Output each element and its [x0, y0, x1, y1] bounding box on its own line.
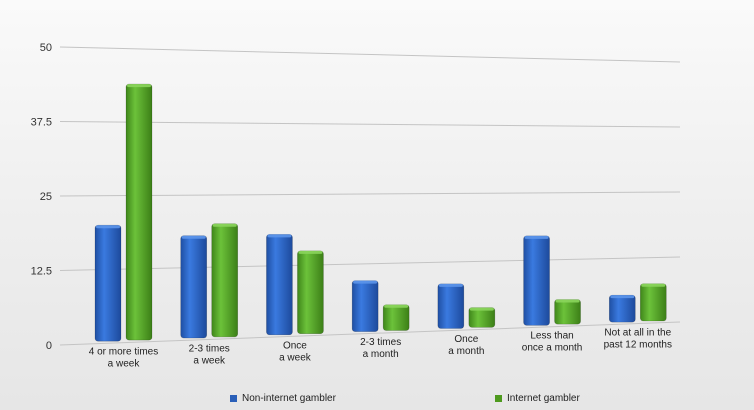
y-axis-ticks: 0 12.5 25 37.5 50: [31, 42, 52, 352]
x-category-label: 4 or more times: [89, 347, 158, 358]
legend-item-non-internet: Non-internet gambler: [230, 393, 336, 404]
gridline: [59, 46, 681, 63]
bar-non-internet-2: [266, 234, 293, 336]
gridline: [59, 191, 681, 197]
gridline: [59, 321, 681, 346]
bar-internet-0: [125, 83, 153, 341]
bars: [94, 83, 667, 342]
bar-internet-4: [468, 307, 496, 328]
gridline: [59, 256, 681, 271]
bar-non-internet-5: [523, 235, 550, 326]
x-category-label: Less than: [530, 331, 573, 342]
legend: Non-internet gambler Internet gambler: [0, 393, 754, 407]
y-tick-label: 12.5: [31, 266, 52, 278]
x-category-label: once a month: [522, 343, 583, 354]
y-tick-label: 0: [46, 340, 52, 352]
legend-label-internet: Internet gambler: [507, 393, 580, 404]
x-category-label: a month: [448, 346, 484, 357]
gridlines: [59, 46, 681, 346]
bar-non-internet-6: [608, 294, 636, 323]
bar-non-internet-0: [94, 224, 122, 342]
bar-internet-3: [382, 304, 410, 331]
bar-non-internet-3: [351, 280, 379, 332]
bar-internet-2: [297, 250, 324, 335]
x-category-label: 2-3 times: [189, 343, 230, 354]
x-category-label: a week: [193, 355, 226, 366]
y-tick-label: 37.5: [31, 117, 52, 129]
bar-internet-6: [639, 283, 667, 322]
x-category-label: a month: [363, 349, 399, 360]
legend-item-internet: Internet gambler: [495, 393, 580, 404]
x-category-label: Once: [454, 334, 478, 345]
bar-non-internet-4: [437, 283, 465, 329]
legend-swatch-blue: [230, 395, 237, 402]
x-category-label: a week: [279, 352, 312, 363]
gridline: [59, 121, 681, 128]
legend-label-non-internet: Non-internet gambler: [242, 393, 336, 404]
x-category-label: a week: [108, 359, 141, 370]
x-category-label: past 12 months: [604, 340, 672, 351]
x-category-label: 2-3 times: [360, 337, 401, 348]
bar-internet-1: [211, 223, 239, 338]
x-category-label: Not at all in the: [604, 328, 671, 339]
bar-non-internet-1: [180, 235, 208, 339]
bar-internet-5: [554, 299, 581, 325]
y-tick-label: 25: [40, 191, 52, 203]
y-tick-label: 50: [40, 42, 52, 54]
legend-swatch-green: [495, 395, 502, 402]
x-category-label: Once: [283, 340, 307, 351]
